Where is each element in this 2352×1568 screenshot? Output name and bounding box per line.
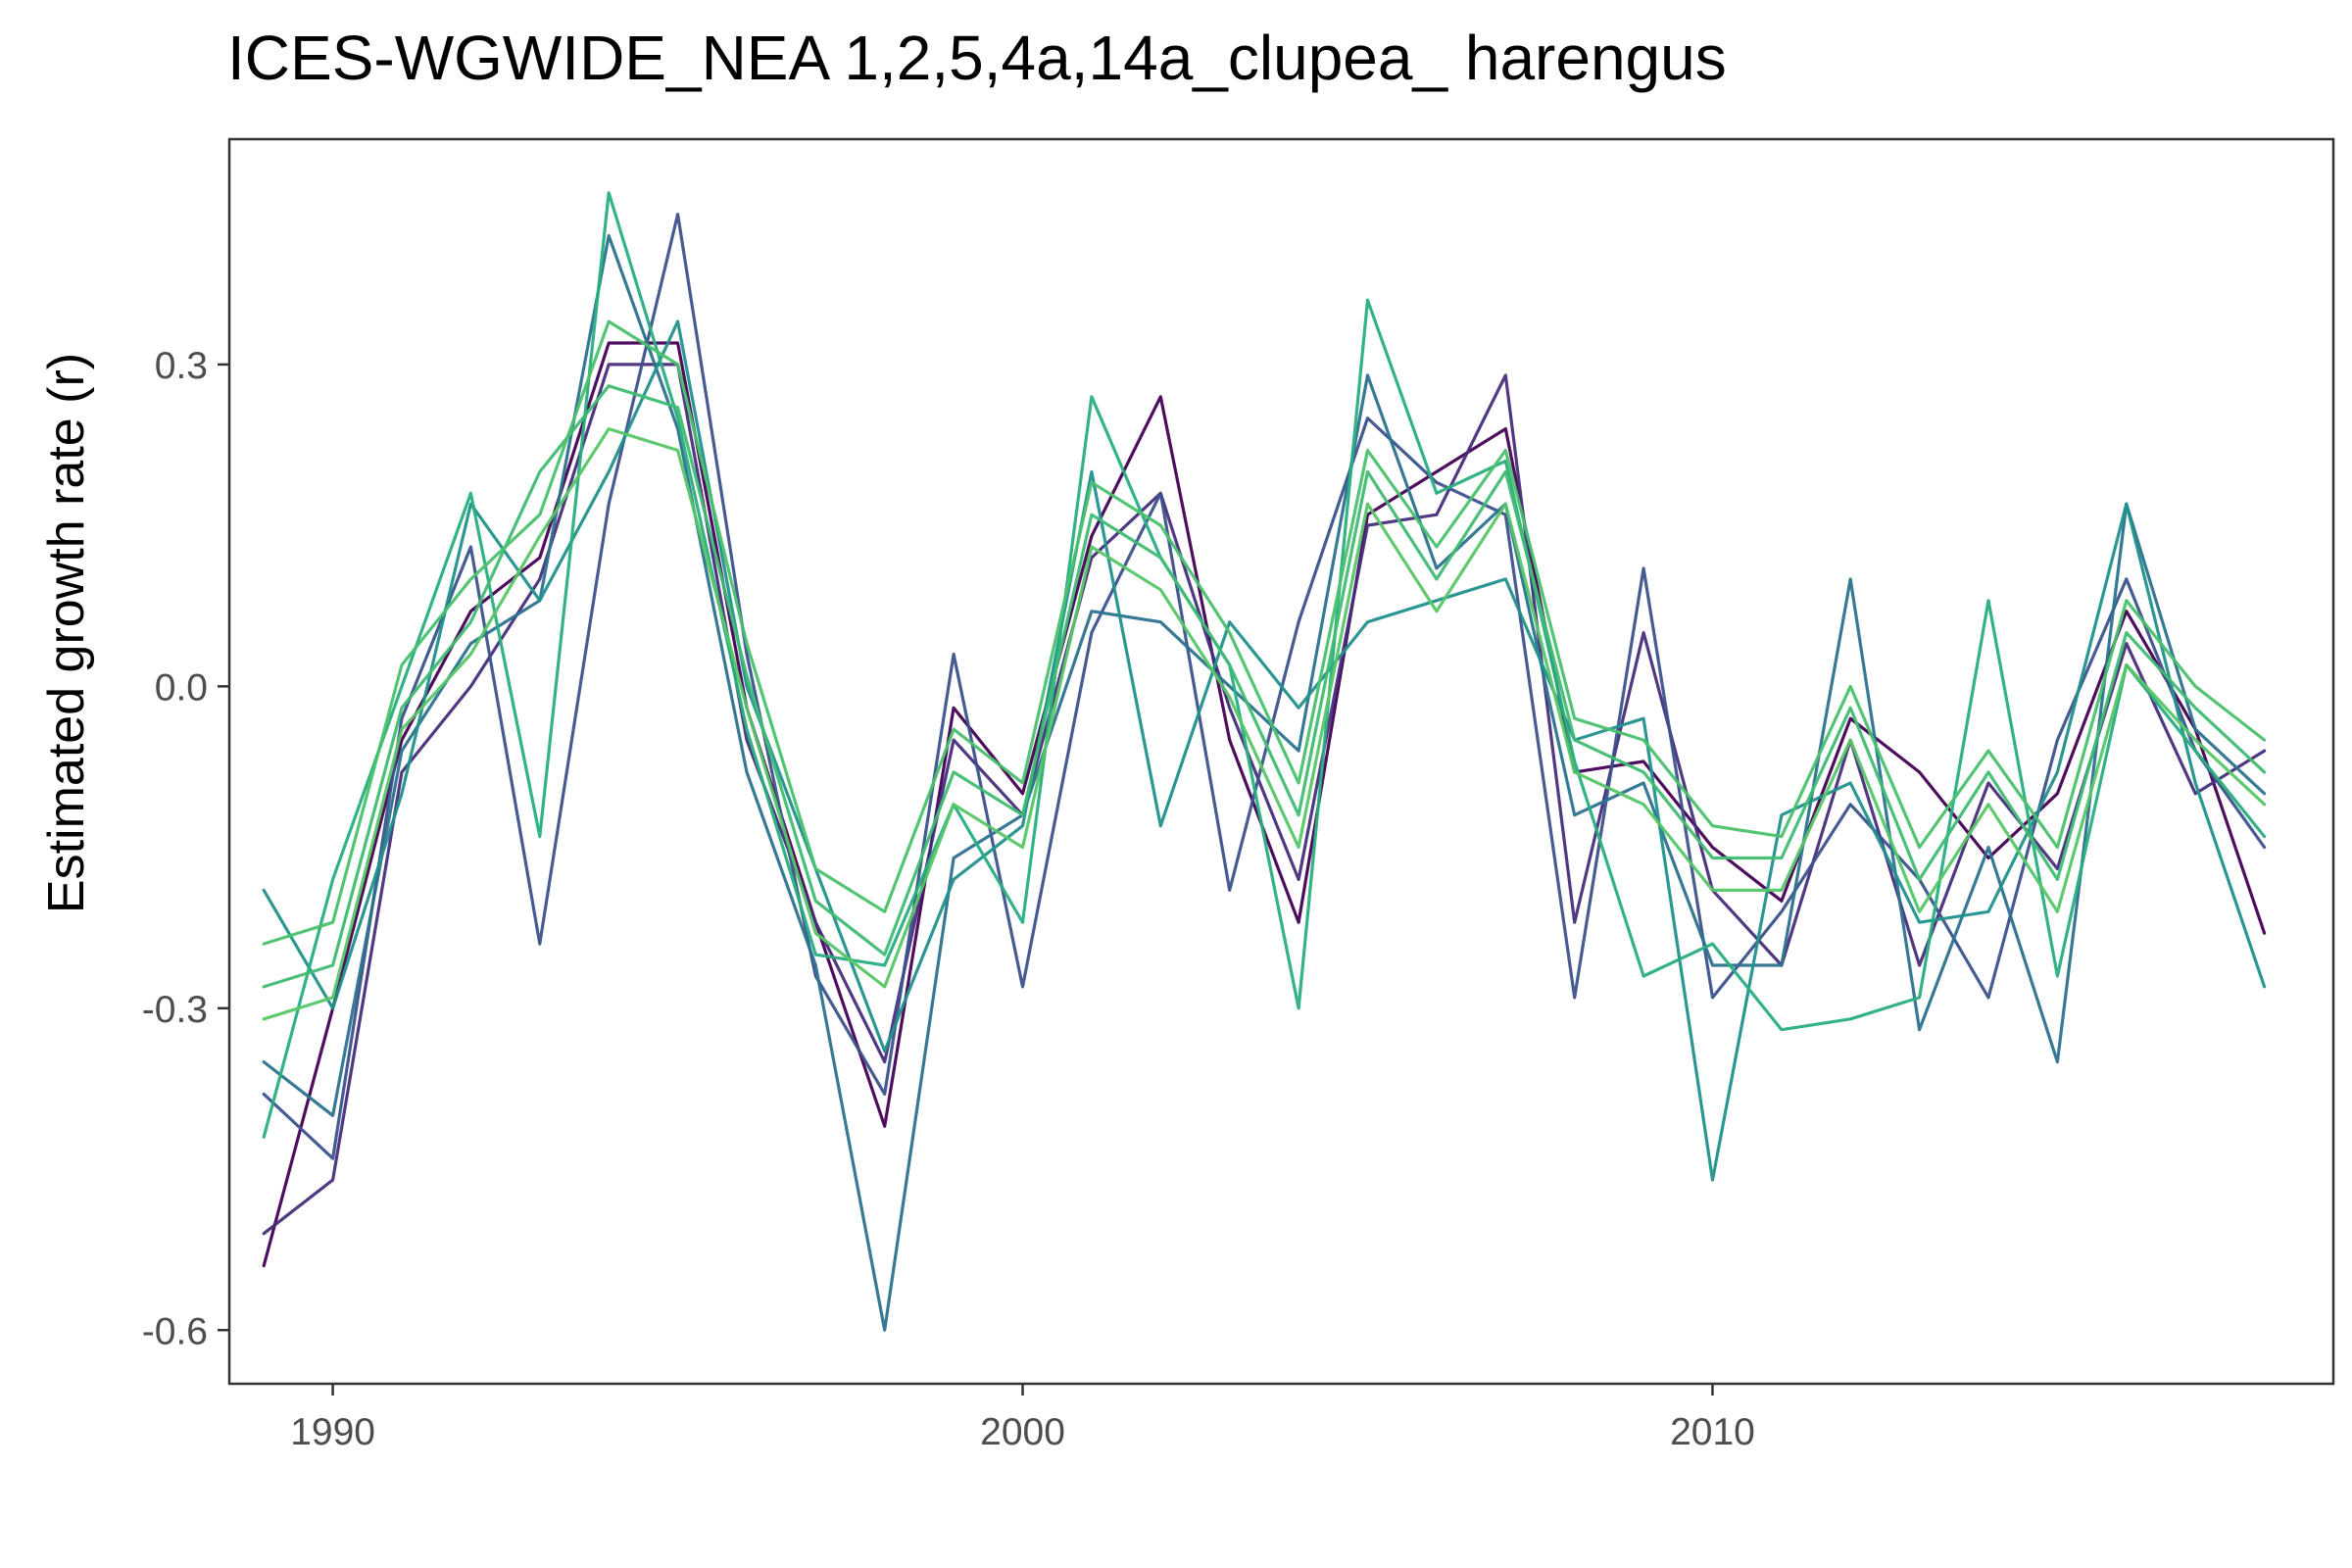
x-tick-label: 2010 [1670,1411,1755,1453]
series-group [262,191,2267,1332]
series-line [262,319,2267,1182]
y-tick-label: -0.6 [142,1310,208,1352]
series-line [262,191,2267,1139]
series-line [262,384,2267,989]
series-line [262,213,2267,1160]
x-tick-label: 2000 [980,1411,1065,1453]
plot-panel-border [227,137,2335,1386]
series-line [262,319,2267,946]
x-tick-label: 1990 [290,1411,375,1453]
y-tick-label: 0.0 [155,666,208,709]
y-tick-label: -0.3 [142,989,208,1031]
chart-title: ICES-WGWIDE_NEA 1,2,5,4a,14a_clupea_ har… [227,23,1727,93]
series-line [262,427,2267,1021]
y-tick-label: 0.3 [155,345,208,387]
